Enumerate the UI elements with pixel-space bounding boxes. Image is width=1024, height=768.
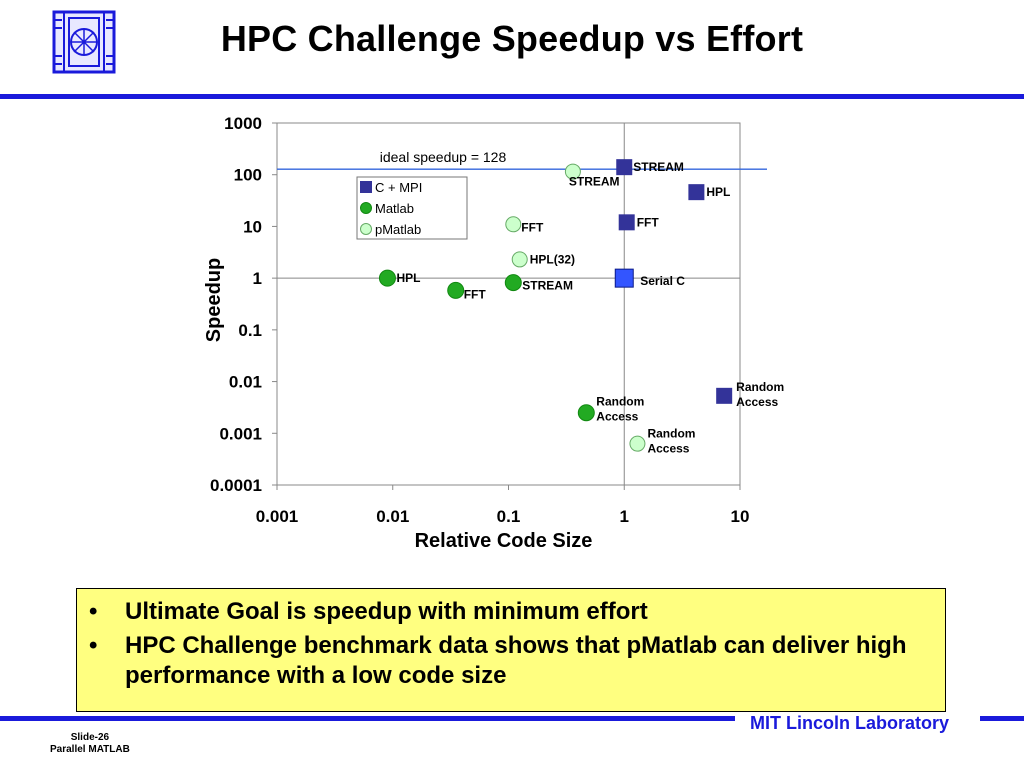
footer-divider-left	[0, 716, 735, 721]
legend-label: C + MPI	[375, 180, 422, 195]
legend-swatch	[360, 223, 372, 235]
data-point-label: Random Access	[596, 395, 644, 424]
y-tick-label: 1000	[224, 114, 262, 133]
y-tick-label: 0.01	[229, 373, 262, 392]
data-point-label: STREAM	[633, 160, 684, 174]
footer-divider-right	[980, 716, 1024, 721]
data-point-label: FFT	[521, 220, 544, 234]
legend-swatch	[360, 181, 372, 193]
data-point	[511, 251, 528, 268]
legend-label: pMatlab	[375, 222, 421, 237]
data-point-label: HPL	[396, 271, 420, 285]
x-axis-label: Relative Code Size	[415, 530, 593, 552]
data-point	[504, 274, 522, 292]
y-tick-label: 1	[253, 269, 262, 288]
y-tick-label: 0.1	[238, 321, 262, 340]
bullet-item: • HPC Challenge benchmark data shows tha…	[77, 631, 945, 691]
bullet-text: HPC Challenge benchmark data shows that …	[125, 632, 907, 689]
slide-title: HPC Challenge Speedup vs Effort	[220, 18, 804, 59]
data-point	[688, 184, 705, 201]
data-point-label: FFT	[637, 215, 660, 229]
data-point-label: STREAM	[569, 175, 620, 189]
y-tick-label: 0.001	[219, 424, 262, 443]
plot-area	[276, 122, 741, 486]
data-point-label: FFT	[464, 287, 487, 301]
data-point	[614, 268, 634, 288]
footer-slide-info: Slide-26 Parallel MATLAB	[50, 732, 130, 756]
legend-label: Matlab	[375, 201, 414, 216]
legend-swatch	[360, 202, 372, 214]
data-point	[618, 214, 635, 231]
legend	[356, 176, 468, 240]
bullet-glyph: •	[89, 632, 98, 659]
data-point	[577, 404, 595, 422]
title-divider	[0, 94, 1024, 99]
bullet-item: • Ultimate Goal is speedup with minimum …	[77, 597, 945, 627]
data-point-label: Random Access	[647, 427, 695, 456]
data-point	[716, 387, 733, 404]
ideal-speedup-label: ideal speedup = 128	[380, 149, 507, 165]
bullet-glyph: •	[89, 598, 98, 625]
y-axis-label: Speedup	[203, 258, 225, 342]
y-tick-label: 100	[234, 166, 262, 185]
x-tick-label: 10	[731, 507, 750, 526]
data-point-label: HPL	[706, 185, 730, 199]
y-tick-label: 0.0001	[210, 476, 262, 495]
data-point	[616, 159, 633, 176]
data-point-label: STREAM	[522, 279, 573, 293]
x-tick-label: 0.001	[256, 507, 299, 526]
slide-subtitle: Parallel MATLAB	[50, 744, 130, 755]
bullet-text: Ultimate Goal is speedup with minimum ef…	[125, 598, 648, 625]
data-point-label: Random Access	[736, 380, 784, 409]
data-point	[564, 163, 581, 180]
data-point-label: HPL(32)	[530, 252, 575, 266]
speedup-chart: 0.0001 0.001 0.01 0.1 1 10 100 1000 0.001 0.01 0.1…	[203, 114, 784, 552]
y-tick-label: 10	[243, 217, 262, 236]
footer-lab-name: MIT Lincoln Laboratory	[750, 713, 950, 733]
data-point-label: Serial C	[640, 274, 685, 288]
slide-number: Slide-26	[70, 732, 110, 743]
x-tick-label: 0.01	[376, 507, 409, 526]
data-point	[505, 216, 522, 233]
x-tick-label: 1	[620, 507, 629, 526]
data-point	[378, 269, 396, 287]
data-point	[629, 435, 646, 452]
data-point	[447, 281, 465, 299]
summary-box: • Ultimate Goal is speedup with minimum …	[76, 588, 946, 712]
x-tick-label: 0.1	[497, 507, 521, 526]
mit-ll-logo	[52, 10, 116, 74]
